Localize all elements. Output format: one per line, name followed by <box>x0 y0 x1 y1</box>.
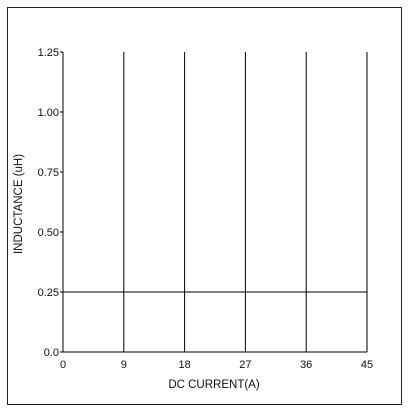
y-tick-label-0.50: 0.50 <box>38 227 59 239</box>
x-tick-label-18: 18 <box>178 359 190 371</box>
y-tick-label-0.25: 0.25 <box>38 287 59 299</box>
y-axis-title: INDUCTANCE (uH) <box>13 154 25 254</box>
x-tick-label-45: 45 <box>361 359 373 371</box>
y-tick-label-0.75: 0.75 <box>38 167 59 179</box>
x-axis-title: DC CURRENT(A) <box>168 379 260 391</box>
grid-lines <box>123 52 368 352</box>
y-tick-label-0.0: 0.0 <box>44 347 59 359</box>
x-tick-label-36: 36 <box>300 359 312 371</box>
y-tick-label-1.25: 1.25 <box>38 47 59 59</box>
y-tick-label-1.00: 1.00 <box>38 107 59 119</box>
axes <box>60 51 367 353</box>
chart-frame <box>7 7 402 405</box>
x-tick-label-0: 0 <box>60 359 66 371</box>
x-tick-label-9: 9 <box>121 359 127 371</box>
tick-labels: 0 9 18 27 36 45 0.0 0.25 0.50 0.75 1.00 1.25 <box>38 47 374 371</box>
x-tick-label-27: 27 <box>239 359 251 371</box>
